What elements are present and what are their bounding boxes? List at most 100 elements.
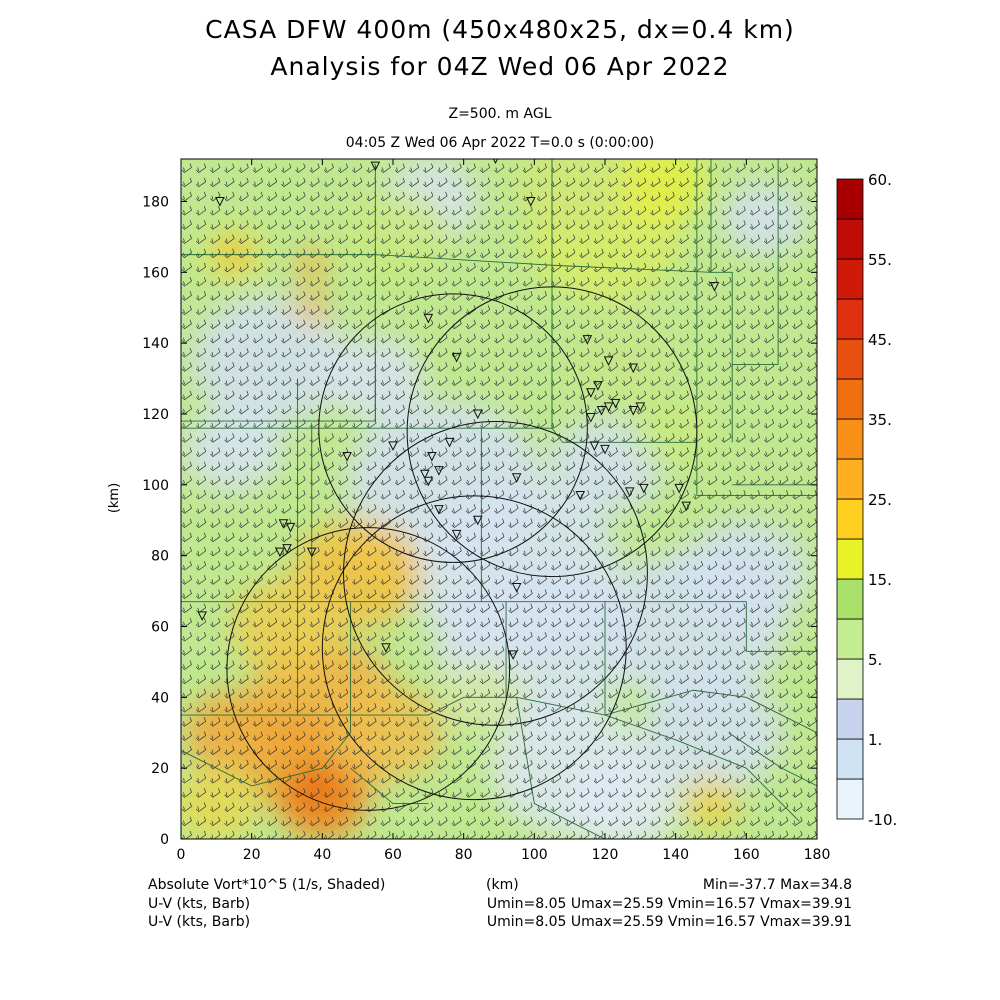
y-tick-label: 100 bbox=[142, 478, 169, 494]
radar-ring bbox=[321, 495, 627, 801]
station-marker bbox=[582, 335, 593, 345]
station-marker bbox=[434, 505, 444, 515]
colorbar-label: 15. bbox=[868, 571, 892, 589]
station-marker bbox=[472, 409, 483, 420]
station-marker bbox=[278, 519, 289, 529]
station-marker bbox=[388, 441, 398, 451]
radar-range-rings bbox=[226, 286, 698, 811]
station-marker bbox=[197, 611, 208, 621]
station-marker bbox=[306, 547, 317, 558]
county-line bbox=[181, 601, 299, 716]
field-blob bbox=[181, 767, 259, 839]
radar-ring bbox=[343, 420, 648, 726]
y-tick-label: 20 bbox=[151, 761, 169, 777]
station-marker bbox=[639, 483, 649, 494]
station-marker bbox=[635, 402, 646, 413]
colorbar-segment bbox=[836, 538, 864, 580]
station-marker bbox=[342, 452, 352, 462]
colorbar-label: 5. bbox=[868, 651, 882, 669]
radar-ring bbox=[226, 527, 511, 811]
chart-subtitle: Analysis for 04Z Wed 06 Apr 2022 bbox=[270, 52, 730, 81]
colorbar-label: 25. bbox=[868, 491, 892, 509]
station-marker bbox=[596, 405, 607, 416]
station-markers bbox=[197, 159, 720, 660]
colorbar-label: 60. bbox=[868, 171, 892, 189]
station-marker bbox=[525, 197, 536, 207]
station-marker bbox=[282, 544, 292, 554]
station-marker bbox=[434, 466, 444, 476]
colorbar-segment bbox=[836, 418, 864, 460]
station-marker bbox=[589, 441, 600, 451]
county-line bbox=[728, 732, 817, 787]
county-boundaries bbox=[181, 159, 817, 839]
colorbar: 60. 55. 45. 35. 25. 15. 5. 1. -10. bbox=[836, 171, 897, 829]
field-blob bbox=[329, 684, 443, 781]
colorbar-segment bbox=[836, 618, 864, 660]
station-marker bbox=[419, 469, 430, 480]
colorbar-segment bbox=[836, 738, 864, 780]
station-marker bbox=[603, 402, 614, 413]
field-blob bbox=[290, 764, 340, 807]
station-marker bbox=[285, 522, 296, 533]
county-line bbox=[696, 442, 817, 496]
field-blob bbox=[230, 578, 344, 675]
y-tick-label: 80 bbox=[151, 549, 169, 565]
footer-uv1: Umin=8.05 Umax=25.59 Vmin=16.57 Vmax=39.… bbox=[486, 896, 852, 912]
field-blob bbox=[566, 312, 680, 409]
colorbar-segment bbox=[836, 378, 864, 420]
field-blob bbox=[566, 755, 680, 839]
colorbar-segment bbox=[836, 338, 864, 380]
x-tick-label: 100 bbox=[521, 847, 548, 863]
station-marker bbox=[575, 490, 586, 501]
y-tick-label: 40 bbox=[151, 690, 169, 706]
field-blob bbox=[608, 159, 708, 226]
radar-ring bbox=[318, 293, 588, 563]
station-marker bbox=[600, 444, 610, 455]
x-tick-label: 80 bbox=[455, 847, 473, 863]
field-blob bbox=[721, 183, 807, 256]
colorbar-segment bbox=[836, 698, 864, 740]
county-line bbox=[516, 697, 606, 839]
colorbar-segment bbox=[836, 258, 864, 300]
station-marker bbox=[628, 363, 639, 374]
footer-field2: U-V (kts, Barb) bbox=[148, 896, 251, 912]
plot-frame bbox=[180, 158, 818, 840]
station-marker bbox=[674, 483, 685, 494]
field-blob bbox=[294, 292, 330, 323]
county-line bbox=[604, 714, 800, 822]
station-marker bbox=[451, 529, 462, 540]
y-tick-label: 160 bbox=[142, 265, 169, 281]
station-marker bbox=[709, 282, 720, 292]
colorbar-segment bbox=[836, 298, 864, 340]
x-tick-label: 160 bbox=[733, 847, 760, 863]
chart-title: CASA DFW 400m (450x480x25, dx=0.4 km) bbox=[205, 15, 795, 44]
station-marker bbox=[444, 437, 455, 448]
footer-field3: U-V (kts, Barb) bbox=[148, 914, 251, 930]
x-tick-label: 140 bbox=[662, 847, 689, 863]
x-tick-label: 40 bbox=[313, 847, 331, 863]
wind-barbs bbox=[181, 163, 817, 839]
colorbar-label: -10. bbox=[868, 811, 897, 829]
county-line bbox=[181, 159, 698, 443]
x-tick-label: 120 bbox=[592, 847, 619, 863]
field-blob bbox=[191, 294, 348, 427]
station-marker bbox=[628, 405, 639, 416]
x-tick-label: 60 bbox=[384, 847, 402, 863]
station-marker bbox=[610, 398, 621, 409]
station-marker bbox=[423, 476, 434, 487]
y-tick-label: 180 bbox=[142, 195, 169, 211]
station-marker bbox=[423, 313, 434, 324]
county-line bbox=[181, 601, 352, 787]
field-blob bbox=[682, 519, 810, 628]
y-axis-label: (km) bbox=[107, 483, 122, 513]
level-label: Z=500. m AGL bbox=[448, 106, 552, 122]
station-marker bbox=[511, 473, 522, 483]
footer-uv2: Umin=8.05 Umax=25.59 Vmin=16.57 Vmax=39.… bbox=[486, 914, 852, 930]
county-line bbox=[350, 767, 429, 805]
station-marker bbox=[586, 388, 596, 398]
field-blob bbox=[633, 395, 719, 468]
station-marker bbox=[586, 413, 596, 423]
y-tick-label: 120 bbox=[142, 407, 169, 423]
field-blob bbox=[513, 159, 627, 232]
